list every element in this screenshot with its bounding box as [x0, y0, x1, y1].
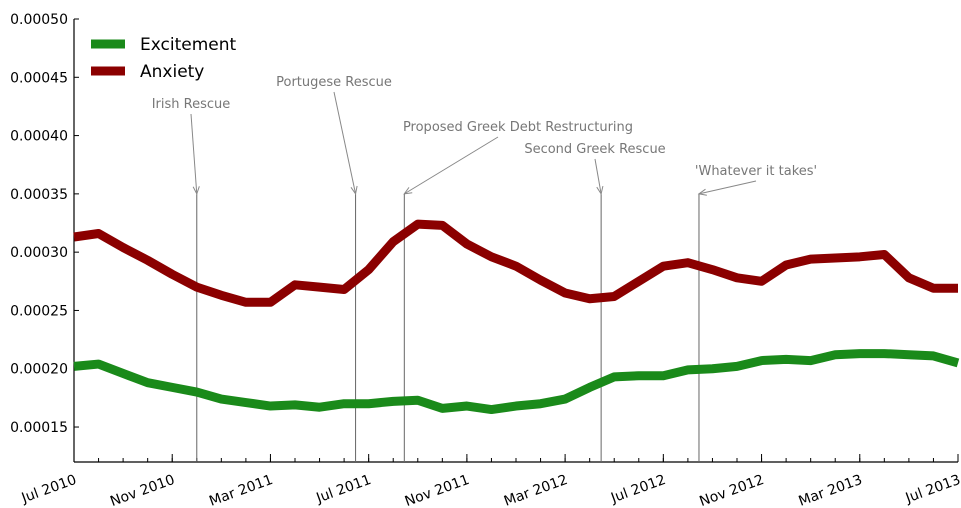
x-tick-label: Jul 2012 [608, 472, 668, 507]
annotation-arrow [404, 136, 499, 195]
legend-label-excitement: Excitement [140, 35, 236, 55]
annotation-arrowhead [596, 185, 604, 196]
annotation-arrow [333, 91, 357, 194]
series-line-anxiety [73, 219, 958, 307]
annotation-arrowhead [403, 187, 413, 195]
x-tick-label: Mar 2013 [797, 472, 865, 508]
x-tick-label: Jul 2010 [19, 472, 79, 507]
annotation-arrowhead [192, 186, 200, 196]
series-line-excitement [73, 349, 960, 415]
x-tick-label: Nov 2012 [697, 472, 766, 508]
x-tick-label: Jul 2013 [903, 472, 961, 507]
event-annotations: Irish Rescue Portugese Rescue Proposed Gre… [152, 75, 817, 462]
annotation-label: Second Greek Rescue [524, 142, 665, 157]
x-tick-label: Nov 2011 [403, 472, 472, 508]
x-tick-label: Nov 2010 [108, 472, 177, 508]
x-tick-label: Mar 2012 [502, 472, 570, 508]
legend: Excitement Anxiety [91, 35, 236, 82]
annotation-arrow [190, 113, 198, 194]
x-tick-label: Jul 2011 [313, 472, 373, 507]
y-tick-label: 0.00020 [10, 362, 68, 378]
y-tick-label: 0.00050 [10, 12, 68, 28]
annotation-label: 'Whatever it takes' [695, 164, 817, 179]
y-axis-ticks: 0.00015 0.00020 0.00025 0.00030 0.00035 0.000… [10, 12, 79, 436]
y-tick-label: 0.00045 [10, 70, 68, 86]
annotation-label: Irish Rescue [152, 97, 231, 112]
annotation-arrow [594, 158, 602, 194]
y-tick-label: 0.00040 [10, 129, 68, 145]
series-lines [73, 219, 960, 415]
y-tick-label: 0.00025 [10, 303, 68, 319]
annotation-arrowhead [350, 185, 358, 196]
annotation-arrow [698, 180, 757, 195]
y-tick-label: 0.00030 [10, 245, 68, 261]
y-tick-label: 0.00035 [10, 187, 68, 203]
legend-label-anxiety: Anxiety [140, 62, 204, 82]
x-tick-label: Mar 2011 [207, 472, 275, 508]
annotation-label: Proposed Greek Debt Restructuring [403, 120, 633, 135]
annotation-label: Portugese Rescue [276, 75, 392, 90]
annotation-arrowhead [697, 188, 707, 196]
y-tick-label: 0.00015 [10, 420, 68, 436]
